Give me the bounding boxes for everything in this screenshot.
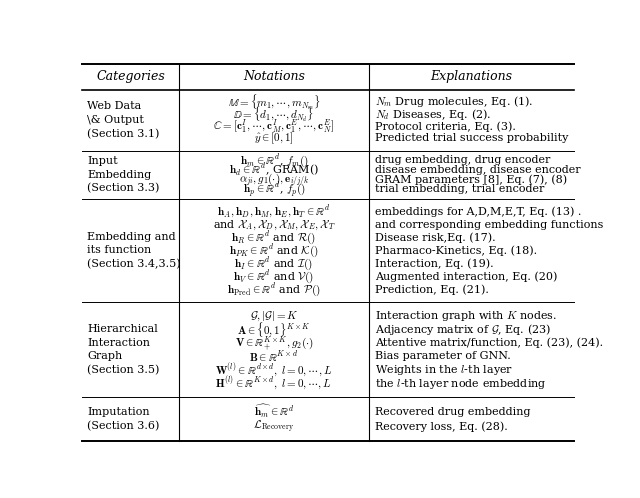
Text: and corresponding embedding functions: and corresponding embedding functions xyxy=(374,220,603,230)
Text: GRAM parameters [8], Eq. (7), (8): GRAM parameters [8], Eq. (7), (8) xyxy=(374,174,567,185)
Text: $\hat{y} \in [0, 1]$: $\hat{y} \in [0, 1]$ xyxy=(254,131,294,146)
Text: Interaction, Eq. (19).: Interaction, Eq. (19). xyxy=(374,258,493,269)
Text: $\mathbb{D} = \{d_1, \cdots, d_{N_d}\}$: $\mathbb{D} = \{d_1, \cdots, d_{N_d}\}$ xyxy=(234,105,314,124)
Text: $\mathbf{h}_V \in \mathbb{R}^d$ and $\mathcal{V}()$: $\mathbf{h}_V \in \mathbb{R}^d$ and $\ma… xyxy=(234,268,314,285)
Text: Notations: Notations xyxy=(243,71,305,84)
Text: Input
Embedding
(Section 3.3): Input Embedding (Section 3.3) xyxy=(88,156,160,194)
Text: and $\mathcal{X}_A, \mathcal{X}_D, \mathcal{X}_M, \mathcal{X}_E, \mathcal{X}_T$: and $\mathcal{X}_A, \mathcal{X}_D, \math… xyxy=(212,218,335,232)
Text: Categories: Categories xyxy=(97,71,165,84)
Text: trial embedding, trial encoder: trial embedding, trial encoder xyxy=(374,184,544,194)
Text: $\mathbf{A} \in \{0,1\}^{K \times K}$: $\mathbf{A} \in \{0,1\}^{K \times K}$ xyxy=(237,320,311,339)
Text: $\mathbf{h}_d \in \mathbb{R}^d$, GRAM(): $\mathbf{h}_d \in \mathbb{R}^d$, GRAM() xyxy=(229,162,319,178)
Text: Embedding and
its function
(Section 3.4,3.5): Embedding and its function (Section 3.4,… xyxy=(88,232,181,269)
Text: $\mathbf{h}_A, \mathbf{h}_D, \mathbf{h}_M, \mathbf{h}_E, \mathbf{h}_T \in \mathb: $\mathbf{h}_A, \mathbf{h}_D, \mathbf{h}_… xyxy=(218,204,330,220)
Text: Bias parameter of GNN.: Bias parameter of GNN. xyxy=(374,352,510,362)
Text: $\alpha_{ji}, g_1(\cdot), \mathbf{e}_{i/j/k}$: $\alpha_{ji}, g_1(\cdot), \mathbf{e}_{i/… xyxy=(239,171,309,188)
Text: $\mathbb{M} = \{m_1, \cdots, m_{N_m}\}$: $\mathbb{M} = \{m_1, \cdots, m_{N_m}\}$ xyxy=(228,92,320,112)
Text: $\mathbf{h}_{\mathrm{Pred}} \in \mathbb{R}^d$ and $\mathcal{P}()$: $\mathbf{h}_{\mathrm{Pred}} \in \mathbb{… xyxy=(227,281,321,298)
Text: Adjacency matrix of $\mathcal{G}$, Eq. (23): Adjacency matrix of $\mathcal{G}$, Eq. (… xyxy=(374,322,550,337)
Text: Explanations: Explanations xyxy=(430,71,512,84)
Text: $\mathcal{G}, |\mathcal{G}| = K$: $\mathcal{G}, |\mathcal{G}| = K$ xyxy=(250,309,298,323)
Text: embeddings for A,D,M,E,T, Eq. (13) .: embeddings for A,D,M,E,T, Eq. (13) . xyxy=(374,207,581,217)
Text: Augmented interaction, Eq. (20): Augmented interaction, Eq. (20) xyxy=(374,271,557,282)
Text: Recovered drug embedding: Recovered drug embedding xyxy=(374,407,530,417)
Text: $\mathbf{B} \in \mathbb{R}^{K \times d}$: $\mathbf{B} \in \mathbb{R}^{K \times d}$ xyxy=(249,349,299,364)
Text: Recovery loss, Eq. (28).: Recovery loss, Eq. (28). xyxy=(374,421,508,432)
Text: Pharmaco-Kinetics, Eq. (18).: Pharmaco-Kinetics, Eq. (18). xyxy=(374,246,537,256)
Text: $\mathbf{h}_{PK} \in \mathbb{R}^d$ and $\mathcal{K}()$: $\mathbf{h}_{PK} \in \mathbb{R}^d$ and $… xyxy=(229,242,319,259)
Text: the $l$-th layer node embedding: the $l$-th layer node embedding xyxy=(374,376,546,390)
Text: Hierarchical
Interaction
Graph
(Section 3.5): Hierarchical Interaction Graph (Section … xyxy=(88,324,160,375)
Text: Interaction graph with $K$ nodes.: Interaction graph with $K$ nodes. xyxy=(374,309,557,323)
Text: $N_d$ Diseases, Eq. (2).: $N_d$ Diseases, Eq. (2). xyxy=(374,107,491,122)
Text: Web Data
\& Output
(Section 3.1): Web Data \& Output (Section 3.1) xyxy=(88,101,160,139)
Text: Predicted trial success probability: Predicted trial success probability xyxy=(374,133,568,143)
Text: $\mathcal{L}_{\mathrm{Recovery}}$: $\mathcal{L}_{\mathrm{Recovery}}$ xyxy=(253,418,294,435)
Text: drug embedding, drug encoder: drug embedding, drug encoder xyxy=(374,155,550,165)
Text: disease embedding, disease encoder: disease embedding, disease encoder xyxy=(374,165,580,175)
Text: Attentive matrix/function, Eq. (23), (24).: Attentive matrix/function, Eq. (23), (24… xyxy=(374,338,603,348)
Text: Imputation
(Section 3.6): Imputation (Section 3.6) xyxy=(88,407,160,431)
Text: Disease risk,Eq. (17).: Disease risk,Eq. (17). xyxy=(374,233,495,243)
Text: $\mathbf{V} \in \mathbb{R}_+^{K \times K}, g_2(\cdot)$: $\mathbf{V} \in \mathbb{R}_+^{K \times K… xyxy=(235,334,314,352)
Text: Weights in the $l$-th layer: Weights in the $l$-th layer xyxy=(374,363,513,377)
Text: $\mathbf{h}_m \in \mathbb{R}^d$, $f_m()$: $\mathbf{h}_m \in \mathbb{R}^d$, $f_m()$ xyxy=(239,152,308,169)
Text: $\mathbb{C} = [\mathbf{c}_1^I, \cdots, \mathbf{c}_M^I, \mathbf{c}_1^E, \cdots, \: $\mathbb{C} = [\mathbf{c}_1^I, \cdots, \… xyxy=(213,118,335,135)
Text: $\mathbf{W}^{(l)} \in \mathbb{R}^{d \times d}, \; l = 0, \cdots, L$: $\mathbf{W}^{(l)} \in \mathbb{R}^{d \tim… xyxy=(215,362,333,378)
Text: $\widehat{\mathbf{h}_m} \in \mathbb{R}^d$: $\widehat{\mathbf{h}_m} \in \mathbb{R}^d… xyxy=(254,403,294,420)
Text: $N_m$ Drug molecules, Eq. (1).: $N_m$ Drug molecules, Eq. (1). xyxy=(374,94,533,110)
Text: $\mathbf{H}^{(l)} \in \mathbb{R}^{K \times d}, \; l = 0, \cdots, L$: $\mathbf{H}^{(l)} \in \mathbb{R}^{K \tim… xyxy=(216,375,333,392)
Text: Protocol criteria, Eq. (3).: Protocol criteria, Eq. (3). xyxy=(374,121,515,131)
Text: $\mathbf{h}_R \in \mathbb{R}^d$ and $\mathcal{R}()$: $\mathbf{h}_R \in \mathbb{R}^d$ and $\ma… xyxy=(232,230,316,247)
Text: $\mathbf{h}_I \in \mathbb{R}^d$ and $\mathcal{I}()$: $\mathbf{h}_I \in \mathbb{R}^d$ and $\ma… xyxy=(234,255,314,272)
Text: Prediction, Eq. (21).: Prediction, Eq. (21). xyxy=(374,284,488,295)
Text: $\mathbf{h}_p \in \mathbb{R}^d$, $f_p()$: $\mathbf{h}_p \in \mathbb{R}^d$, $f_p()$ xyxy=(243,180,305,199)
